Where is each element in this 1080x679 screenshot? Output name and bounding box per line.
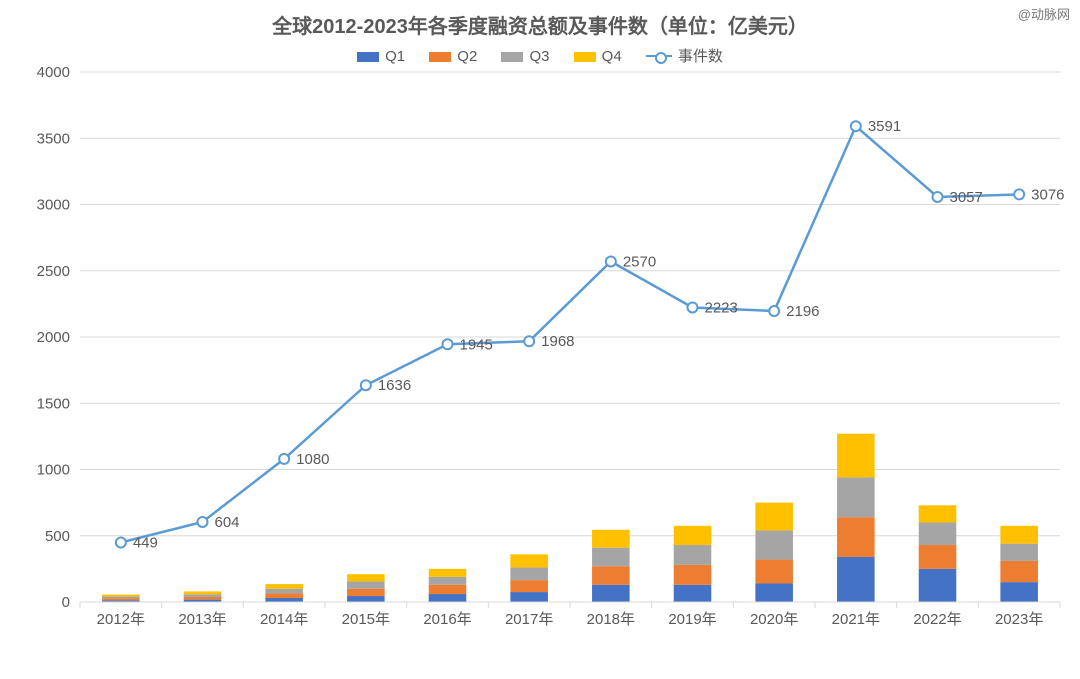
legend-item-events: 事件数 [646, 45, 723, 66]
plot-area: 050010001500200025003000350040002012年201… [80, 72, 1060, 627]
svg-text:449: 449 [133, 535, 158, 552]
swatch-q4 [574, 52, 596, 62]
svg-text:2016年: 2016年 [423, 611, 471, 628]
svg-text:2500: 2500 [37, 263, 70, 280]
svg-text:2223: 2223 [705, 299, 738, 316]
svg-text:2017年: 2017年 [505, 611, 553, 628]
swatch-line-events [646, 50, 672, 62]
svg-text:1968: 1968 [541, 333, 574, 350]
svg-text:500: 500 [45, 528, 70, 545]
svg-text:2015年: 2015年 [342, 611, 390, 628]
legend-label: Q1 [385, 48, 405, 65]
legend-label: Q3 [529, 48, 549, 65]
svg-text:1000: 1000 [37, 462, 70, 479]
svg-text:3076: 3076 [1031, 186, 1064, 203]
svg-text:2012年: 2012年 [97, 611, 145, 628]
svg-text:2013年: 2013年 [178, 611, 226, 628]
svg-text:2021年: 2021年 [832, 611, 880, 628]
svg-text:2196: 2196 [786, 303, 819, 320]
svg-text:2018年: 2018年 [587, 611, 635, 628]
legend-label: Q2 [457, 48, 477, 65]
svg-text:1500: 1500 [37, 395, 70, 412]
legend-label: Q4 [602, 48, 622, 65]
svg-text:2020年: 2020年 [750, 611, 798, 628]
svg-text:1080: 1080 [296, 451, 329, 468]
svg-text:2014年: 2014年 [260, 611, 308, 628]
svg-text:3000: 3000 [37, 197, 70, 214]
legend-item-q1: Q1 [357, 48, 405, 65]
svg-text:3057: 3057 [950, 189, 983, 206]
svg-text:2000: 2000 [37, 329, 70, 346]
legend-label: 事件数 [678, 45, 723, 66]
svg-text:2023年: 2023年 [995, 611, 1043, 628]
svg-text:604: 604 [215, 514, 240, 531]
swatch-q1 [357, 52, 379, 62]
legend: Q1 Q2 Q3 Q4 事件数 [0, 45, 1080, 66]
svg-text:2570: 2570 [623, 253, 656, 270]
svg-text:1945: 1945 [460, 336, 493, 353]
swatch-q3 [501, 52, 523, 62]
svg-text:3500: 3500 [37, 130, 70, 147]
swatch-q2 [429, 52, 451, 62]
svg-text:4000: 4000 [37, 64, 70, 81]
chart-title: 全球2012-2023年各季度融资总额及事件数（单位：亿美元） [0, 10, 1080, 39]
legend-item-q4: Q4 [574, 48, 622, 65]
svg-text:2019年: 2019年 [668, 611, 716, 628]
legend-item-q3: Q3 [501, 48, 549, 65]
svg-text:1636: 1636 [378, 377, 411, 394]
svg-text:2022年: 2022年 [913, 611, 961, 628]
legend-item-q2: Q2 [429, 48, 477, 65]
svg-text:3591: 3591 [868, 118, 901, 135]
svg-text:0: 0 [62, 594, 70, 611]
